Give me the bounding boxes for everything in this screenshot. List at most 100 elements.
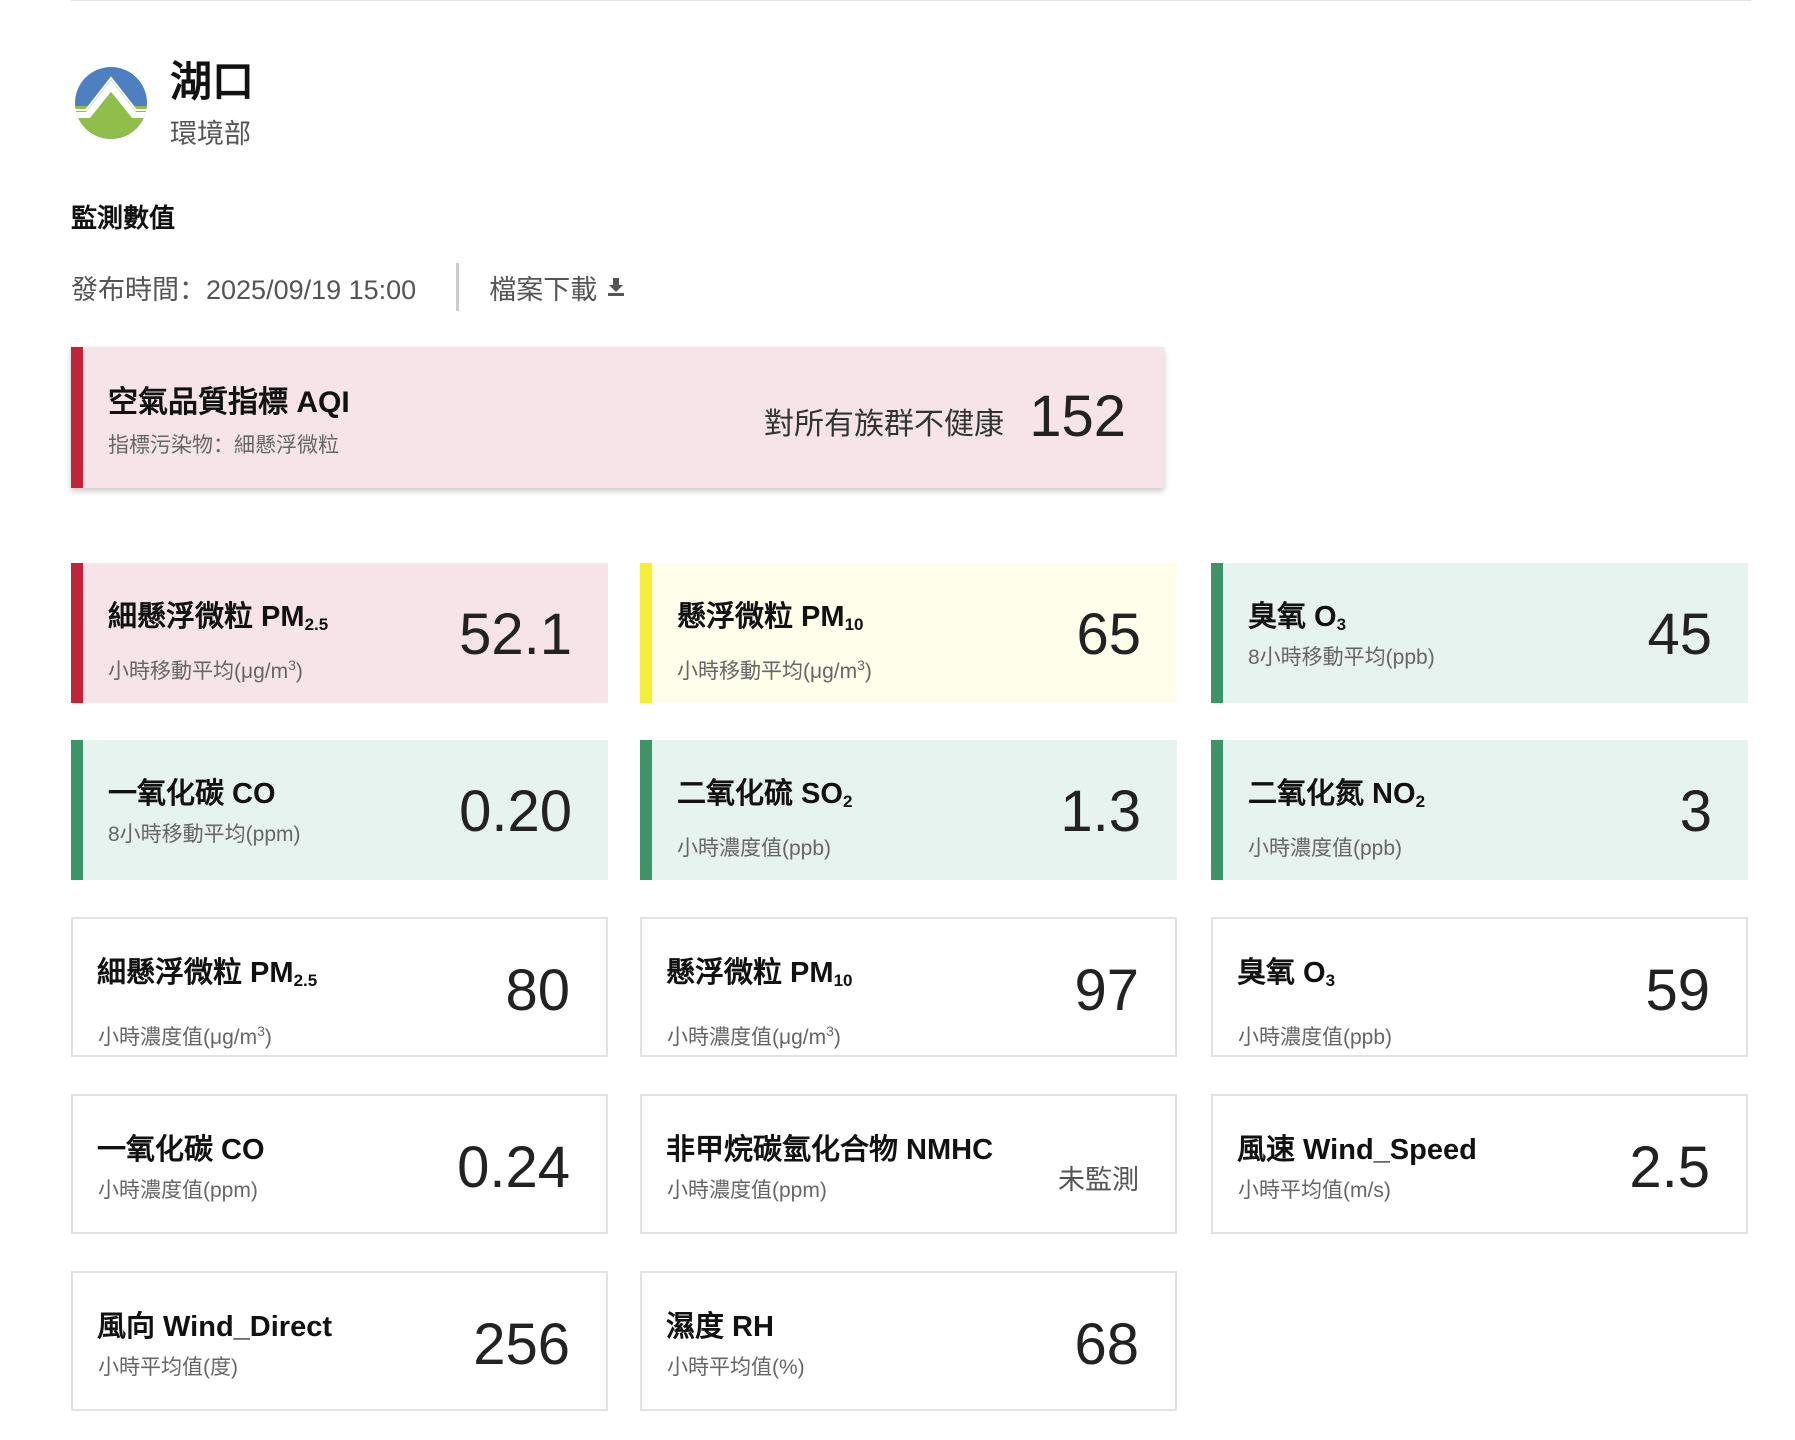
top-divider xyxy=(71,0,1751,1)
metric-name-text: 濕度 RH xyxy=(666,1311,774,1343)
metric-name-text: 二氧化硫 SO xyxy=(677,778,843,810)
moenv-logo-icon xyxy=(75,67,147,139)
metric-desc-text: 小時移動平均(μg/m xyxy=(677,660,858,683)
metric-value: 45 xyxy=(1647,602,1712,667)
metric-subscript: 3 xyxy=(1336,615,1347,634)
metric-desc-text: 小時平均值(%) xyxy=(667,1356,805,1379)
metric-name-text: 細懸浮微粒 PM xyxy=(108,601,305,633)
metric-card: 懸浮微粒 PM10 小時移動平均(μg/m3) 65 xyxy=(640,563,1177,703)
aqi-pollutant: 指標污染物：細懸浮微粒 xyxy=(108,434,339,457)
metric-name-text: 細懸浮微粒 PM xyxy=(97,957,294,989)
aqi-status: 對所有族群不健康 xyxy=(764,408,1004,441)
metric-desc-end: ) xyxy=(295,660,303,683)
metric-desc-text: 小時濃度值(μg/m xyxy=(667,1026,827,1049)
metric-card: 一氧化碳 CO 小時濃度值(ppm) 0.24 xyxy=(71,1094,608,1234)
metric-name: 風速 Wind_Speed xyxy=(1237,1126,1477,1168)
metric-desc-text: 8小時移動平均(ppb) xyxy=(1248,646,1435,669)
metric-desc-text: 小時濃度值(ppb) xyxy=(1238,1026,1393,1049)
metric-value: 80 xyxy=(505,958,570,1023)
metric-card: 一氧化碳 CO 8小時移動平均(ppm) 0.20 xyxy=(71,740,608,880)
station-name: 湖口 xyxy=(170,58,255,105)
unit-superscript: 3 xyxy=(288,657,296,673)
metric-value: 未監測 xyxy=(1058,1165,1139,1195)
metric-desc-end: ) xyxy=(833,1026,841,1049)
metric-value: 1.3 xyxy=(1060,779,1141,844)
metric-subscript: 3 xyxy=(1325,971,1336,990)
metric-name-text: 一氧化碳 CO xyxy=(97,1134,265,1166)
metric-subscript: 2.5 xyxy=(304,615,329,634)
metric-desc-text: 小時濃度值(ppb) xyxy=(1248,837,1403,860)
metric-name: 懸浮微粒 PM10 xyxy=(666,949,852,991)
metric-card: 非甲烷碳氫化合物 NMHC 小時濃度值(ppm) 未監測 xyxy=(640,1094,1177,1234)
section-title: 監測數值 xyxy=(71,203,176,233)
metric-card: 風向 Wind_Direct 小時平均值(度) 256 xyxy=(71,1271,608,1411)
metric-card: 二氧化硫 SO2 小時濃度值(ppb) 1.3 xyxy=(640,740,1177,880)
metric-name-text: 臭氧 O xyxy=(1248,601,1337,633)
metric-desc-text: 小時濃度值(ppb) xyxy=(677,837,832,860)
metric-subscript: 2 xyxy=(1415,792,1426,811)
metric-desc-text: 小時濃度值(μg/m xyxy=(98,1026,258,1049)
download-icon xyxy=(608,278,625,296)
metric-name: 風向 Wind_Direct xyxy=(97,1303,332,1345)
aqi-card: 空氣品質指標 AQI 指標污染物：細懸浮微粒 對所有族群不健康 152 xyxy=(71,347,1164,488)
metric-subscript: 2.5 xyxy=(293,971,318,990)
metric-desc: 小時濃度值(ppm) xyxy=(98,1174,258,1204)
metric-value: 68 xyxy=(1074,1312,1139,1377)
metric-name: 一氧化碳 CO xyxy=(108,770,276,812)
download-link[interactable]: 檔案下載 xyxy=(489,268,625,307)
metric-name: 臭氧 O3 xyxy=(1248,593,1346,635)
metric-subscript: 10 xyxy=(844,615,864,634)
metric-desc: 小時平均值(度) xyxy=(98,1351,238,1381)
aqi-value: 152 xyxy=(1029,384,1126,449)
metric-desc: 小時濃度值(ppb) xyxy=(677,832,831,862)
metric-value: 3 xyxy=(1679,779,1712,844)
metric-name-text: 二氧化氮 NO xyxy=(1248,778,1416,810)
metric-value: 0.20 xyxy=(459,779,572,844)
metric-desc: 小時移動平均(μg/m3) xyxy=(108,655,303,685)
metric-name-text: 一氧化碳 CO xyxy=(108,778,276,810)
metric-desc-text: 小時濃度值(ppm) xyxy=(667,1179,827,1202)
metric-desc: 小時濃度值(μg/m3) xyxy=(667,1021,841,1051)
metric-card: 臭氧 O3 小時濃度值(ppb) 59 xyxy=(1211,917,1748,1057)
metric-name: 濕度 RH xyxy=(666,1303,774,1345)
metric-card: 二氧化氮 NO2 小時濃度值(ppb) 3 xyxy=(1211,740,1748,880)
metric-subscript: 10 xyxy=(833,971,853,990)
metric-desc-text: 小時濃度值(ppm) xyxy=(98,1179,258,1202)
metric-card: 濕度 RH 小時平均值(%) 68 xyxy=(640,1271,1177,1411)
metric-desc-end: ) xyxy=(264,1026,272,1049)
metric-desc: 小時濃度值(ppb) xyxy=(1248,832,1402,862)
metric-card: 臭氧 O3 8小時移動平均(ppb) 45 xyxy=(1211,563,1748,703)
metric-desc-text: 小時平均值(m/s) xyxy=(1238,1179,1391,1202)
metric-name-text: 非甲烷碳氫化合物 NMHC xyxy=(666,1134,994,1166)
metric-name-text: 懸浮微粒 PM xyxy=(666,957,834,989)
metric-value: 52.1 xyxy=(459,602,572,667)
metric-name: 臭氧 O3 xyxy=(1237,949,1335,991)
publish-time: 發布時間：2025/09/19 15:00 xyxy=(71,274,417,305)
metric-desc-text: 8小時移動平均(ppm) xyxy=(108,823,301,846)
metric-name: 細懸浮微粒 PM2.5 xyxy=(108,593,328,635)
unit-superscript: 3 xyxy=(826,1023,834,1039)
metric-desc: 小時平均值(%) xyxy=(667,1351,805,1381)
metric-subscript: 2 xyxy=(842,792,853,811)
metric-desc: 8小時移動平均(ppb) xyxy=(1248,641,1435,671)
metric-name: 二氧化硫 SO2 xyxy=(677,770,852,812)
metric-name-text: 風速 Wind_Speed xyxy=(1237,1134,1477,1166)
metric-name: 細懸浮微粒 PM2.5 xyxy=(97,949,317,991)
metric-desc: 8小時移動平均(ppm) xyxy=(108,818,301,848)
metric-value: 59 xyxy=(1645,958,1710,1023)
metric-value: 97 xyxy=(1074,958,1139,1023)
metric-desc: 小時濃度值(ppb) xyxy=(1238,1021,1392,1051)
metric-name-text: 懸浮微粒 PM xyxy=(677,601,845,633)
agency-name: 環境部 xyxy=(170,119,251,149)
metric-value: 256 xyxy=(473,1312,570,1377)
metric-name: 一氧化碳 CO xyxy=(97,1126,265,1168)
metric-card: 懸浮微粒 PM10 小時濃度值(μg/m3) 97 xyxy=(640,917,1177,1057)
publish-row: 發布時間：2025/09/19 15:00 檔案下載 xyxy=(71,262,625,312)
metric-card: 風速 Wind_Speed 小時平均值(m/s) 2.5 xyxy=(1211,1094,1748,1234)
metric-desc: 小時移動平均(μg/m3) xyxy=(677,655,872,685)
metric-name-text: 臭氧 O xyxy=(1237,957,1326,989)
metric-desc-text: 小時平均值(度) xyxy=(98,1356,238,1379)
unit-superscript: 3 xyxy=(857,657,865,673)
metric-value: 0.24 xyxy=(457,1135,570,1200)
metric-card: 細懸浮微粒 PM2.5 小時移動平均(μg/m3) 52.1 xyxy=(71,563,608,703)
